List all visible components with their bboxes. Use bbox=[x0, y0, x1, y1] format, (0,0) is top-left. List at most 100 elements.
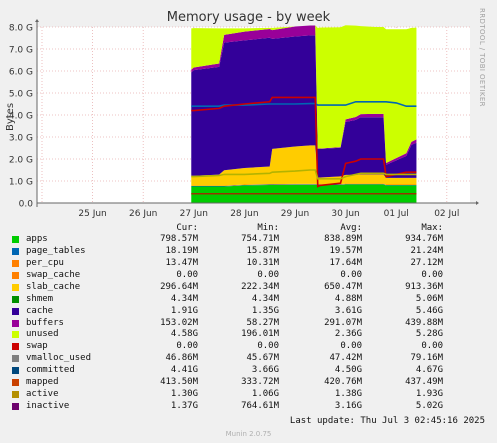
legend-swatch bbox=[12, 355, 19, 363]
legend-name: committed bbox=[26, 365, 75, 376]
legend-swatch bbox=[12, 403, 19, 411]
legend-value-cur: 413.50M bbox=[160, 377, 198, 388]
x-tick-label: 27 Jun bbox=[180, 209, 208, 219]
x-tick-label: 02 Jul bbox=[434, 209, 459, 219]
legend-value-min: 1.06G bbox=[251, 389, 279, 400]
legend-swatch bbox=[12, 367, 19, 375]
legend-value-max: 5.28G bbox=[415, 329, 443, 340]
legend-value-max: 5.06M bbox=[415, 293, 443, 304]
legend-header: Max: bbox=[421, 223, 443, 233]
legend-value-avg: 0.00 bbox=[340, 269, 362, 280]
legend-value-max: 437.49M bbox=[405, 377, 443, 388]
legend-value-avg: 3.61G bbox=[334, 305, 362, 316]
x-tick-label: 26 Jun bbox=[129, 209, 157, 219]
legend-value-max: 439.88M bbox=[405, 317, 443, 328]
legend-name: vmalloc_used bbox=[26, 353, 92, 364]
legend-value-min: 58.27M bbox=[246, 317, 279, 328]
legend-value-max: 934.76M bbox=[405, 234, 443, 244]
legend-value-max: 79.16M bbox=[410, 353, 443, 364]
legend-name: buffers bbox=[26, 317, 64, 328]
y-tick-label: 4.0 G bbox=[9, 112, 33, 122]
legend-name: unused bbox=[26, 329, 59, 340]
stacked-areas bbox=[191, 25, 417, 203]
x-tick-label: 29 Jun bbox=[281, 209, 309, 219]
x-tick-label: 28 Jun bbox=[230, 209, 258, 219]
legend-value-avg: 2.36G bbox=[334, 329, 362, 340]
legend-value-avg: 3.16G bbox=[334, 401, 362, 412]
legend-value-avg: 291.07M bbox=[324, 317, 362, 328]
legend-value-min: 4.34M bbox=[251, 293, 279, 304]
legend-value-min: 333.72M bbox=[241, 377, 279, 388]
legend-value-min: 15.87M bbox=[246, 245, 279, 256]
legend-name: mapped bbox=[26, 377, 59, 388]
legend-value-avg: 0.00 bbox=[340, 341, 362, 352]
legend-value-cur: 0.00 bbox=[176, 341, 198, 352]
legend-header: Cur: bbox=[176, 223, 198, 233]
y-axis-arrow bbox=[35, 19, 39, 22]
chart-title: Memory usage - by week bbox=[166, 10, 331, 25]
line-inactive bbox=[191, 96, 417, 188]
y-tick-label: 2.0 G bbox=[9, 156, 33, 166]
axes: 0.0 1.0 G 2.0 G 3.0 G 4.0 G 5.0 G 6.0 G 7.0 G 8.… bbox=[9, 19, 479, 219]
y-tick-label: 8.0 G bbox=[9, 24, 33, 34]
legend-name: page_tables bbox=[26, 245, 86, 256]
legend-swatch bbox=[12, 283, 19, 291]
legend-name: shmem bbox=[26, 293, 54, 304]
area-cache bbox=[191, 35, 417, 178]
legend-value-cur: 798.57M bbox=[160, 234, 198, 244]
legend-value-avg: 17.64M bbox=[329, 257, 362, 268]
x-tick-label: 01 Jul bbox=[384, 209, 409, 219]
last-update: Last update: Thu Jul 3 02:45:16 2025 bbox=[289, 416, 485, 426]
area-page_tables bbox=[191, 184, 417, 187]
legend-value-cur: 0.00 bbox=[176, 269, 198, 280]
legend-value-min: 1.35G bbox=[251, 305, 279, 316]
legend-name: swap_cache bbox=[26, 269, 81, 280]
y-tick-label: 5.0 G bbox=[9, 90, 33, 100]
x-axis-arrow bbox=[476, 201, 479, 205]
legend-swatch bbox=[12, 307, 19, 315]
legend-value-min: 754.71M bbox=[241, 234, 279, 244]
legend-name: cache bbox=[26, 305, 54, 316]
x-tick-label: 25 Jun bbox=[78, 209, 106, 219]
legend-swatch bbox=[12, 331, 19, 339]
legend-value-cur: 1.37G bbox=[170, 401, 198, 412]
legend-value-max: 913.36M bbox=[405, 281, 443, 292]
legend-swatch bbox=[12, 391, 19, 399]
legend-value-avg: 4.88M bbox=[334, 293, 362, 304]
legend-value-cur: 1.30G bbox=[170, 389, 198, 400]
area-per_cpu bbox=[191, 183, 417, 187]
legend-swatch bbox=[12, 343, 19, 351]
munin-version: Munin 2.0.75 bbox=[225, 430, 272, 438]
legend-name: apps bbox=[26, 234, 48, 244]
legend-value-min: 764.61M bbox=[241, 401, 279, 412]
legend-value-cur: 296.64M bbox=[160, 281, 198, 292]
legend-value-min: 196.01M bbox=[241, 329, 279, 340]
legend-value-max: 4.67G bbox=[415, 365, 443, 376]
y-tick-label: 6.0 G bbox=[9, 68, 33, 78]
legend-name: active bbox=[26, 389, 59, 400]
legend-swatch bbox=[12, 379, 19, 387]
legend-value-cur: 4.41G bbox=[170, 365, 198, 376]
area-slab_cache bbox=[191, 145, 417, 186]
legend-name: slab_cache bbox=[26, 281, 81, 292]
legend-value-cur: 1.91G bbox=[170, 305, 198, 316]
legend-value-max: 21.24M bbox=[410, 245, 443, 256]
legend-value-min: 3.66G bbox=[251, 365, 279, 376]
legend-header: Avg: bbox=[340, 223, 362, 233]
legend-value-max: 27.12M bbox=[410, 257, 443, 268]
y-tick-label: 0.0 bbox=[19, 200, 34, 210]
legend-name: swap bbox=[26, 341, 48, 352]
legend-value-avg: 1.38G bbox=[334, 389, 362, 400]
legend-value-avg: 19.57M bbox=[329, 245, 362, 256]
legend-name: inactive bbox=[26, 401, 70, 412]
legend-value-cur: 18.19M bbox=[165, 245, 198, 256]
x-tick-label: 30 Jun bbox=[331, 209, 359, 219]
legend-value-max: 5.02G bbox=[415, 401, 443, 412]
legend-value-max: 0.00 bbox=[421, 341, 443, 352]
area-unused bbox=[191, 25, 417, 163]
legend-swatch bbox=[12, 295, 19, 303]
legend-value-cur: 13.47M bbox=[165, 257, 198, 268]
legend-swatch bbox=[12, 271, 19, 279]
rrdtool-watermark: RRDTOOL / TOBI OETIKER bbox=[478, 8, 486, 107]
legend-value-min: 10.31M bbox=[246, 257, 279, 268]
